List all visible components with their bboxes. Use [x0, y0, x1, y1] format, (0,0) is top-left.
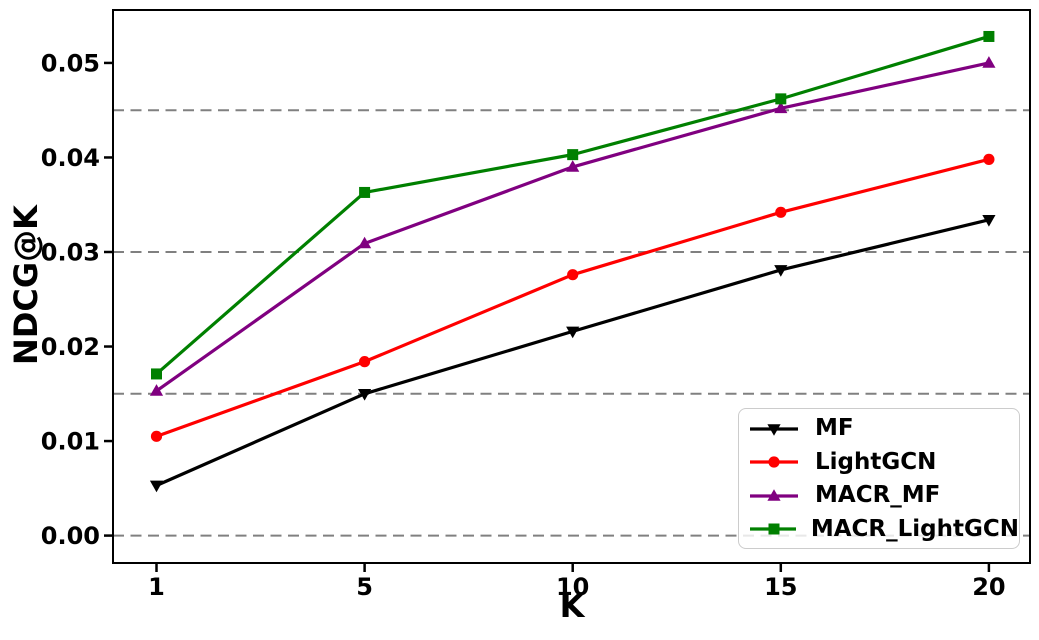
- triangle-down-marker: [767, 423, 781, 436]
- triangle-down-marker: [149, 480, 164, 493]
- legend-swatch: [750, 423, 798, 436]
- y-tick-label: 0.04: [41, 144, 100, 172]
- legend-swatch: [750, 523, 796, 535]
- y-tick-label: 0.02: [41, 333, 100, 361]
- x-axis-title: K: [559, 587, 585, 625]
- circle-marker: [359, 356, 371, 368]
- legend-label: MACR_LightGCN: [810, 515, 1019, 542]
- triangle-down-marker: [982, 215, 996, 227]
- triangle-down-marker: [774, 265, 788, 277]
- triangle-down-marker: [358, 388, 372, 401]
- series-MF: [149, 215, 996, 493]
- y-axis-title: NDCG@K: [7, 205, 45, 365]
- series-LightGCN: [150, 153, 995, 442]
- circle-marker: [983, 153, 995, 165]
- y-tick-label: 0.01: [41, 428, 100, 456]
- legend-item-MF: MF: [748, 412, 1019, 446]
- y-tick-label: 0.03: [41, 238, 100, 266]
- legend-swatch: [750, 488, 798, 501]
- legend-swatch: [750, 456, 798, 468]
- triangle-up-marker: [358, 236, 372, 249]
- x-tick-label: 15: [764, 573, 797, 601]
- triangle-up-marker: [767, 488, 781, 501]
- circle-marker: [768, 456, 780, 468]
- legend-item-MACR_LightGCN: MACR_LightGCN: [748, 513, 1019, 547]
- x-tick-label: 1: [148, 573, 165, 601]
- legend-item-LightGCN: LightGCN: [748, 446, 1019, 480]
- triangle-down-marker: [566, 326, 580, 339]
- legend-label: MACR_MF: [815, 482, 941, 509]
- y-tick-label: 0.00: [41, 522, 100, 550]
- triangle-up-marker: [982, 56, 996, 68]
- legend-label: LightGCN: [815, 448, 937, 475]
- square-marker: [768, 523, 780, 535]
- square-marker: [983, 30, 995, 42]
- triangle-up-marker: [566, 160, 580, 172]
- triangle-up-marker: [149, 384, 164, 396]
- circle-marker: [775, 206, 787, 218]
- square-marker: [775, 93, 787, 105]
- circle-marker: [567, 269, 579, 281]
- square-marker: [567, 149, 579, 161]
- series-line: [155, 34, 990, 376]
- legend-item-MACR_MF: MACR_MF: [748, 479, 1019, 513]
- x-tick-label: 5: [356, 573, 373, 601]
- y-tick-label: 0.05: [41, 49, 100, 77]
- series-line: [155, 61, 990, 393]
- series-MACR_MF: [149, 56, 996, 396]
- triangle-up-marker: [774, 101, 788, 114]
- square-marker: [151, 368, 162, 380]
- circle-marker: [150, 430, 163, 442]
- series-MACR_LightGCN: [151, 30, 995, 380]
- legend: MF LightGCN MACR_MF MACR_LightGCN: [738, 408, 1020, 549]
- x-tick-label: 10: [556, 573, 589, 601]
- legend-label: MF: [815, 415, 854, 442]
- square-marker: [359, 186, 371, 198]
- x-tick-label: 20: [972, 573, 1005, 601]
